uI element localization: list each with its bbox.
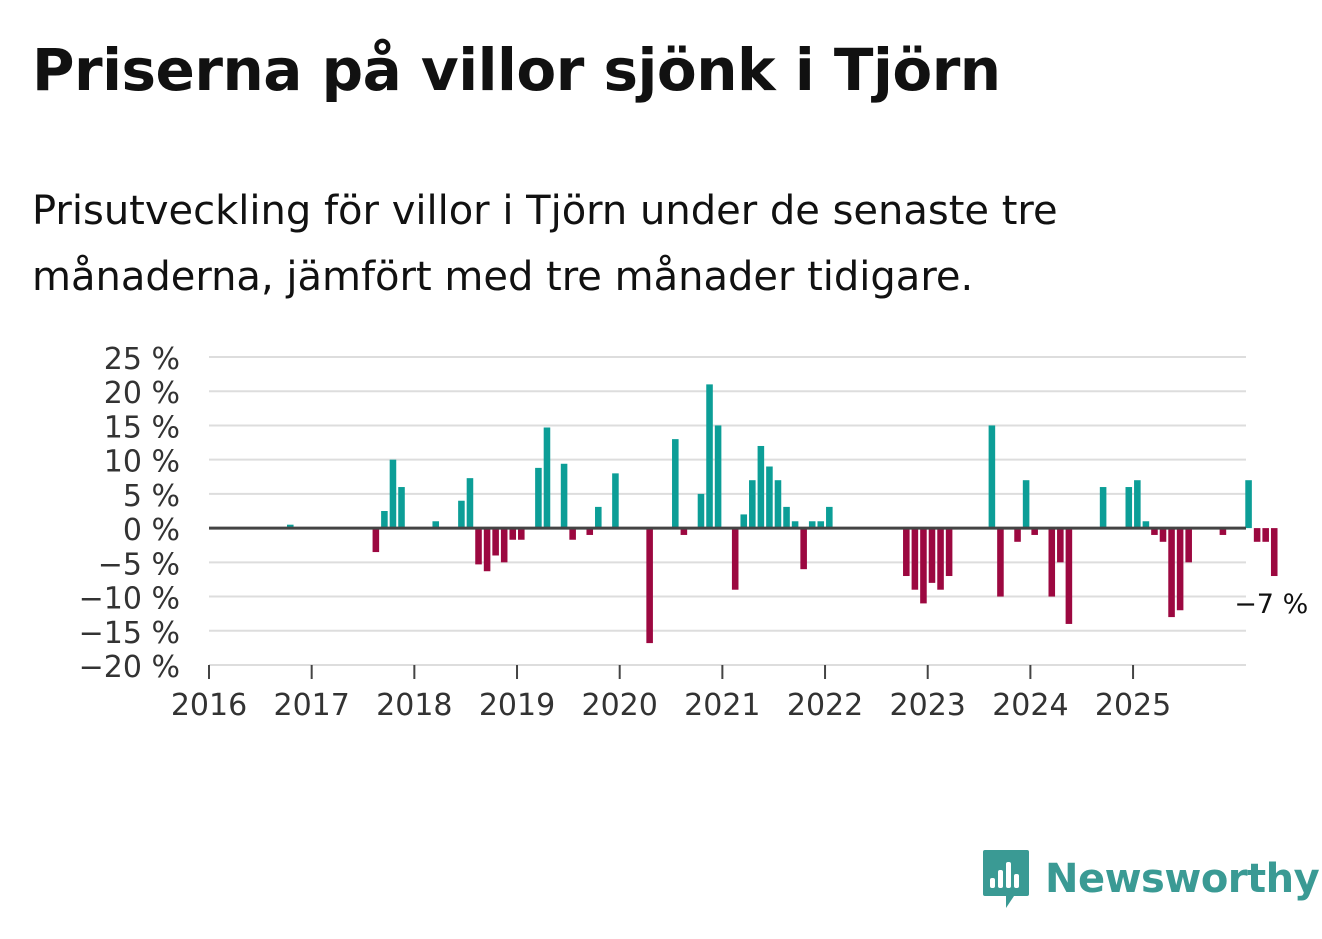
chart-title: Priserna på villor sjönk i Tjörn [32, 36, 1001, 104]
bar [381, 511, 388, 529]
bar [1185, 528, 1192, 563]
bar [287, 524, 294, 529]
bar [911, 528, 919, 590]
y-tick-label: −10 % [79, 582, 180, 617]
bar [937, 528, 944, 590]
bar [398, 487, 405, 529]
bar [509, 528, 517, 540]
bar [1014, 528, 1021, 542]
bar [612, 473, 619, 529]
bar [1262, 528, 1269, 542]
bar [586, 528, 594, 535]
bar [988, 425, 996, 529]
x-tick-label: 2019 [479, 688, 555, 723]
bar [672, 439, 679, 529]
bar [492, 528, 499, 556]
bar [997, 528, 1004, 597]
x-tick-label: 2020 [582, 688, 658, 723]
x-tick-label: 2025 [1095, 688, 1171, 723]
bar-chart-speech-bubble-icon [983, 850, 1029, 908]
x-tick-label: 2023 [890, 688, 966, 723]
y-tick-label: −5 % [98, 547, 180, 582]
y-tick-label: 10 % [104, 445, 180, 480]
bar [1134, 480, 1141, 529]
bar [1142, 521, 1150, 529]
bar [560, 463, 568, 529]
bar [389, 459, 397, 529]
x-tick-label: 2016 [171, 688, 247, 723]
bar [680, 528, 688, 535]
bar [1219, 528, 1227, 535]
bar [466, 478, 474, 529]
bar [483, 528, 491, 572]
x-tick-label: 2017 [273, 688, 349, 723]
x-tick-label: 2024 [992, 688, 1068, 723]
bar [945, 528, 953, 577]
bar [808, 521, 816, 529]
bar [731, 528, 739, 590]
x-axis: 2016 2017 2018 2019 2020 2021 2022 2023 2024 2025 [171, 665, 1171, 723]
bar [500, 528, 508, 563]
bar [1159, 528, 1167, 542]
y-tick-label: 5 % [123, 479, 180, 514]
bar [475, 528, 482, 565]
bar [1048, 528, 1056, 597]
bar [1151, 528, 1158, 535]
bar [1253, 528, 1261, 542]
bar [518, 528, 525, 540]
gridlines [209, 356, 1246, 666]
bar [766, 466, 773, 529]
bar [1168, 528, 1175, 618]
bar [543, 427, 551, 529]
bar [740, 514, 748, 529]
bar [1245, 480, 1252, 529]
bar [791, 521, 799, 529]
bar [826, 506, 833, 529]
y-tick-label: −15 % [79, 616, 180, 651]
bar [757, 445, 765, 529]
bar [1099, 487, 1107, 529]
bar [774, 480, 782, 529]
bar [1176, 528, 1184, 611]
last-value-label: −7 % [1234, 589, 1308, 620]
bar [458, 500, 465, 529]
x-tick-label: 2022 [787, 688, 863, 723]
y-tick-label: −20 % [79, 650, 180, 685]
bar [535, 467, 542, 529]
bar [372, 528, 380, 553]
bar [1270, 528, 1278, 577]
bar [1031, 528, 1038, 535]
newsworthy-logo: Newsworthy [981, 848, 1320, 910]
y-tick-label: 20 % [104, 376, 180, 411]
bar [903, 528, 910, 577]
y-tick-label: 15 % [104, 410, 180, 445]
chart-subtitle: Prisutveckling för villor i Tjörn under … [32, 188, 1058, 300]
bar [783, 506, 790, 529]
bar [817, 521, 825, 529]
y-tick-label: 0 % [123, 513, 180, 548]
bar [1065, 528, 1073, 624]
y-tick-label: 25 % [104, 342, 180, 377]
bar [706, 384, 713, 529]
bar [920, 528, 927, 604]
bar [800, 528, 807, 570]
bar [714, 425, 722, 529]
bar [432, 521, 440, 529]
bar-chart: 25 %20 %15 %10 %5 %0 %−5 %−10 %−15 %−20 … [79, 342, 1309, 723]
bar [1125, 487, 1133, 529]
bar [1022, 480, 1030, 529]
bar [569, 528, 576, 540]
brand-name: Newsworthy [1045, 856, 1320, 902]
bar [646, 528, 653, 644]
bar [697, 493, 705, 529]
bar [1057, 528, 1064, 563]
bar [928, 528, 936, 583]
y-axis-labels: 25 %20 %15 %10 %5 %0 %−5 %−10 %−15 %−20 … [79, 342, 180, 685]
x-tick-label: 2018 [376, 688, 452, 723]
x-tick-label: 2021 [684, 688, 760, 723]
bars [209, 384, 1278, 644]
bar [749, 480, 756, 529]
bar [595, 506, 602, 529]
